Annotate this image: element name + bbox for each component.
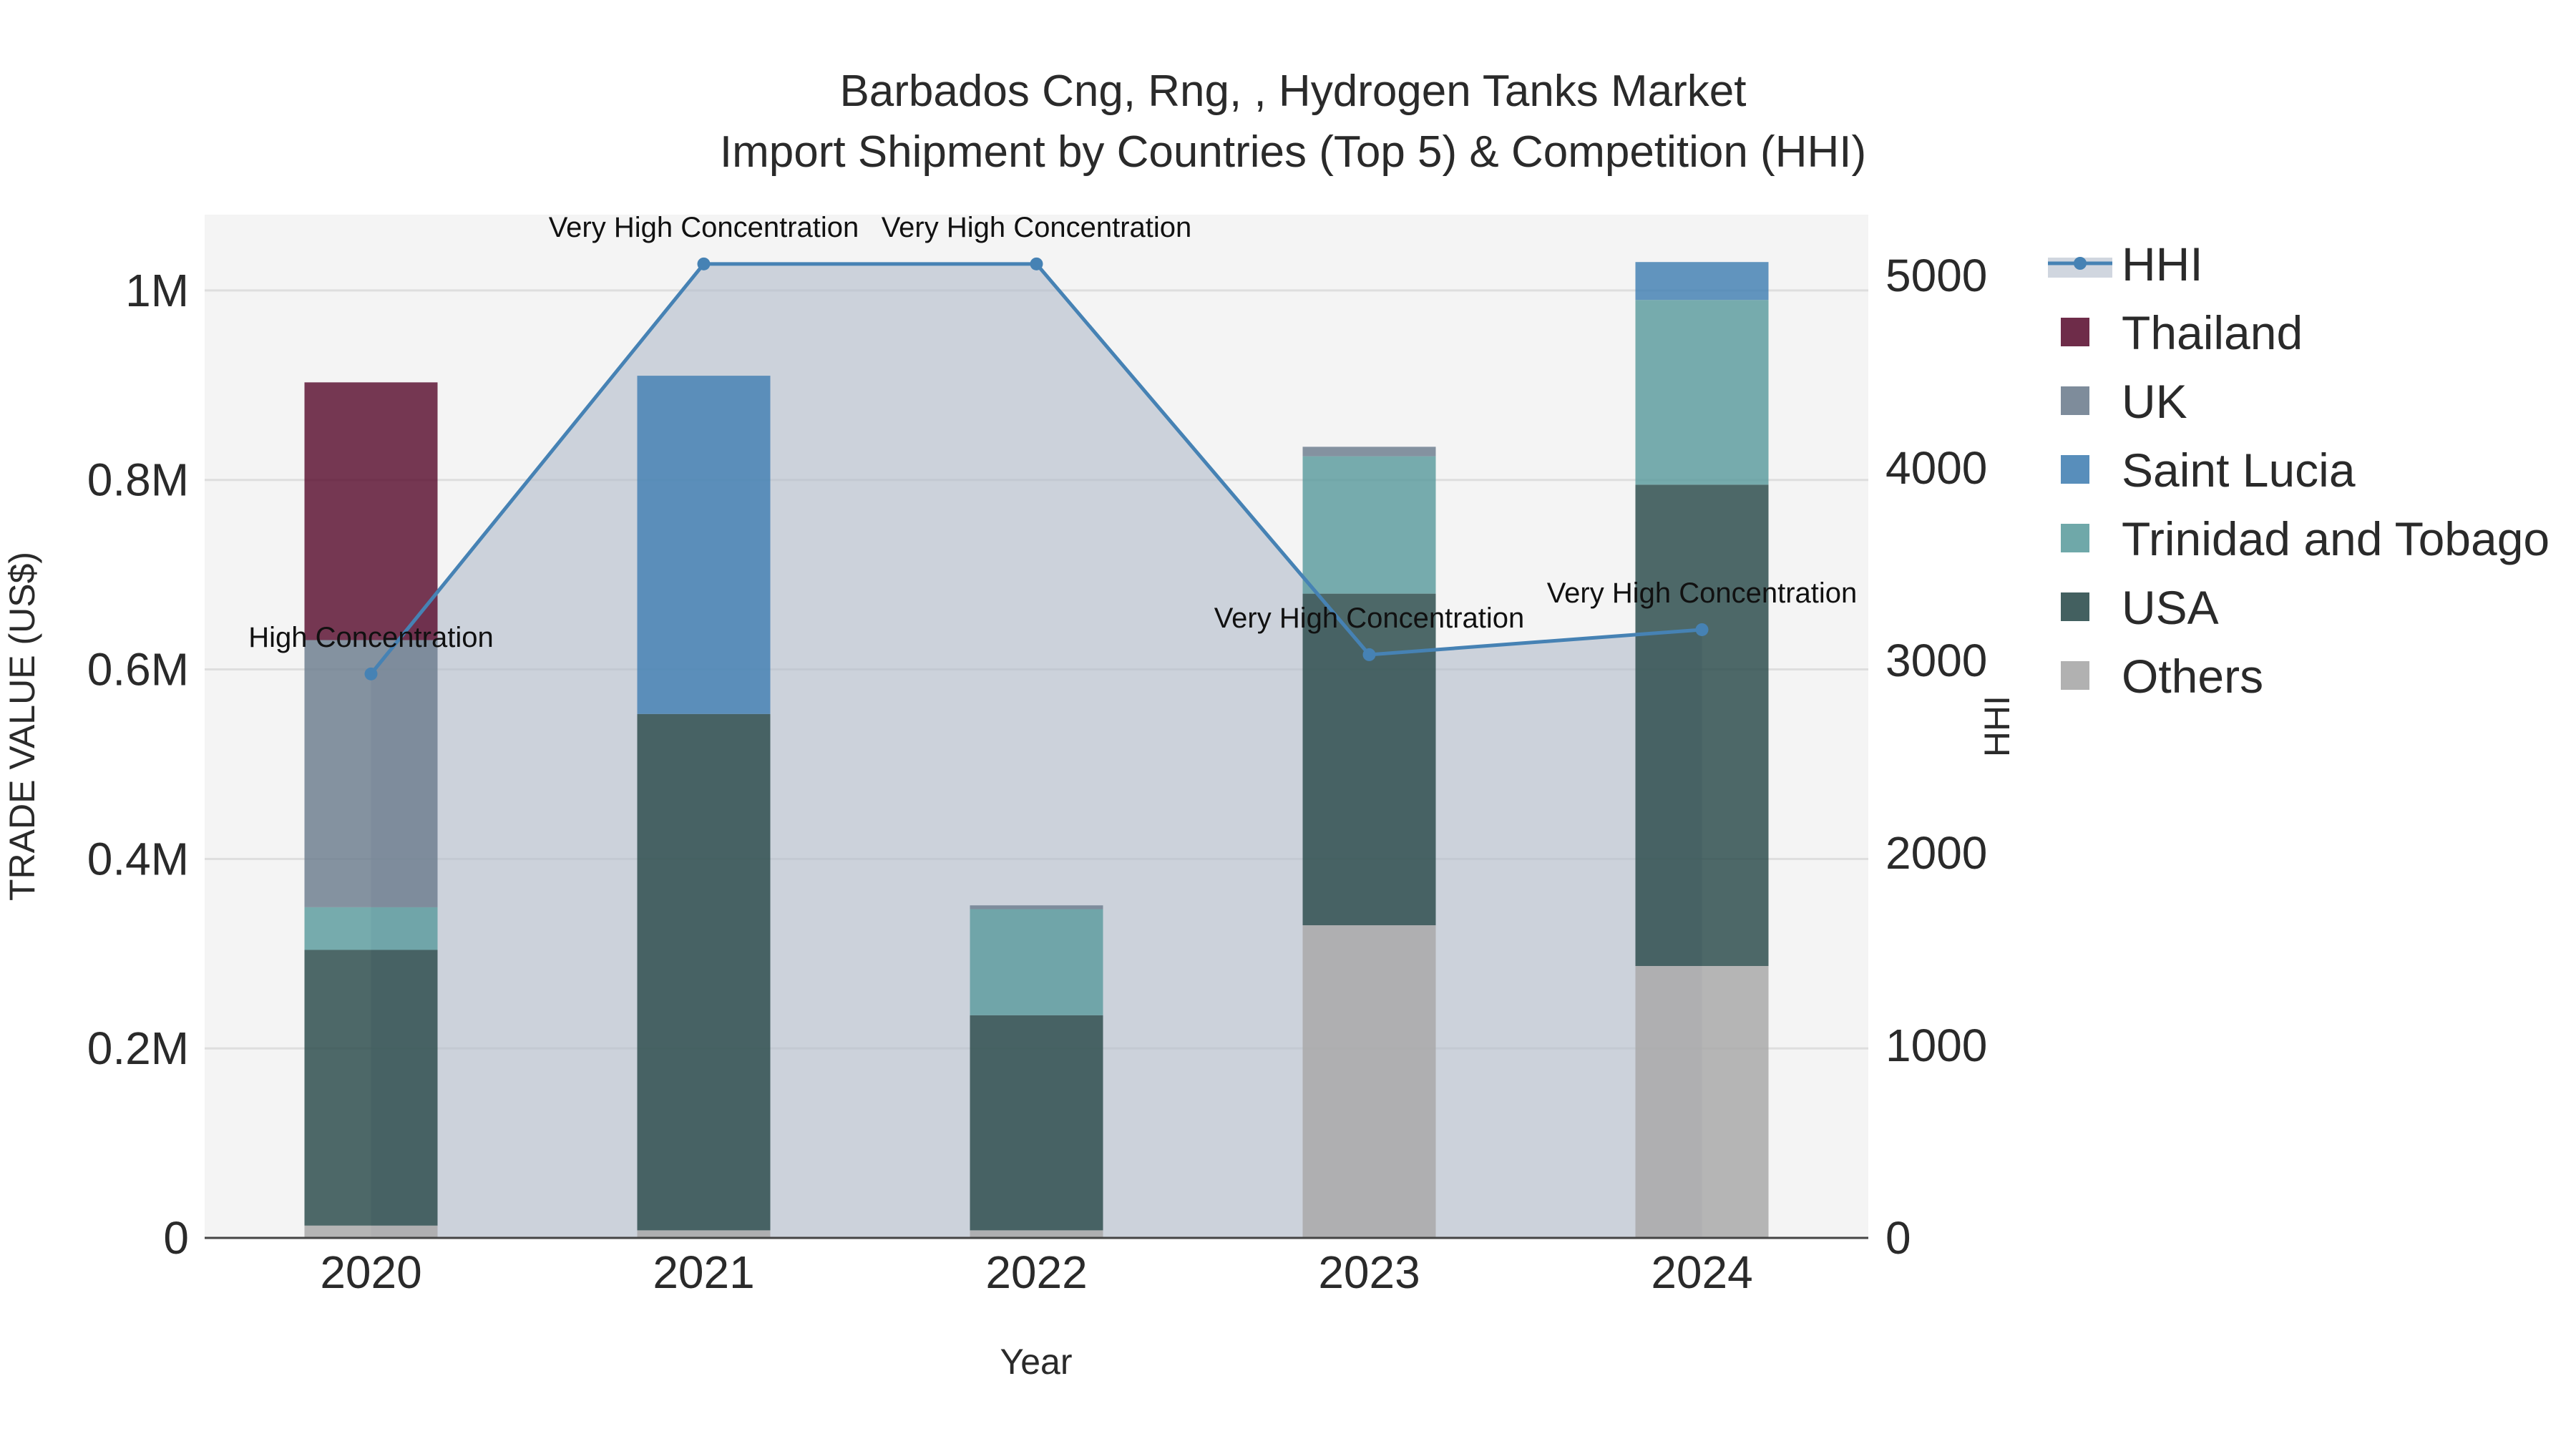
y2-tick-label: 1000: [1885, 1020, 1987, 1071]
legend-swatch: [2061, 524, 2089, 552]
hhi-marker: [1362, 648, 1376, 661]
hhi-marker: [1030, 257, 1043, 270]
x-axis-ticks: 2020 2021 2022 2023 2024: [320, 1246, 1752, 1298]
bar-segment: [1302, 456, 1436, 594]
y-tick-label: 0: [163, 1212, 189, 1264]
chart-subtitle: Import Shipment by Countries (Top 5) & C…: [720, 127, 1866, 177]
bar-segment: [970, 1230, 1103, 1238]
bar-segment: [1635, 484, 1769, 966]
legend-swatch: [2061, 386, 2089, 415]
bar-segment: [1635, 262, 1769, 301]
y-tick-label: 0.6M: [87, 644, 189, 696]
chart-title: Barbados Cng, Rng, , Hydrogen Tanks Mark…: [839, 67, 1746, 116]
legend-label: Thailand: [2122, 306, 2303, 359]
y-tick-label: 0.8M: [87, 454, 189, 506]
legend: HHI Thailand UK Saint Lucia Trinidad and Tob…: [2048, 238, 2550, 703]
bar-segment: [970, 909, 1103, 1015]
x-axis-title: Year: [1000, 1342, 1072, 1382]
bar-segment: [970, 905, 1103, 909]
bar-segment: [637, 1230, 771, 1238]
bar-segment: [637, 713, 771, 1231]
x-tick-label: 2020: [320, 1246, 421, 1298]
bar-segment: [1635, 300, 1769, 485]
hhi-annotation: High Concentration: [248, 622, 493, 653]
legend-label: Others: [2122, 650, 2263, 703]
hhi-line-layer: [364, 257, 1709, 680]
y2-tick-label: 2000: [1885, 827, 1987, 879]
legend-swatch: [2061, 592, 2089, 621]
hhi-annotation: Very High Concentration: [882, 212, 1192, 243]
x-tick-label: 2021: [653, 1246, 754, 1298]
bar-segment: [1302, 447, 1436, 457]
y-axis-ticks: 0 0.2M 0.4M 0.6M 0.8M 1M: [87, 265, 189, 1264]
legend-swatch: [2061, 318, 2089, 346]
hhi-annotation: Very High Concentration: [1547, 577, 1858, 609]
y2-axis-ticks: 0 1000 2000 3000 4000 5000: [1885, 250, 1987, 1264]
hhi-marker: [1695, 623, 1709, 636]
y2-axis-title: HHI: [1977, 696, 2017, 757]
hhi-annotation: Very High Concentration: [1214, 602, 1525, 634]
legend-swatch: [2061, 661, 2089, 690]
bar-segment: [1302, 593, 1436, 926]
bar-segment: [304, 950, 438, 1226]
legend-label: UK: [2122, 375, 2187, 428]
legend-label: Trinidad and Tobago: [2122, 512, 2550, 565]
y2-tick-label: 5000: [1885, 250, 1987, 301]
hhi-annotations: High Concentration Very High Concentratio…: [248, 212, 1857, 653]
x-tick-label: 2024: [1651, 1246, 1752, 1298]
legend-label: USA: [2122, 581, 2219, 634]
bar-segment: [304, 382, 438, 640]
x-tick-label: 2022: [985, 1246, 1087, 1298]
x-tick-label: 2023: [1318, 1246, 1420, 1298]
legend-label: Saint Lucia: [2122, 444, 2356, 497]
y-axis-title: TRADE VALUE (US$): [2, 552, 42, 901]
bar-segment: [304, 1225, 438, 1238]
y2-tick-label: 3000: [1885, 635, 1987, 686]
bars-layer: [304, 262, 1769, 1238]
hhi-annotation: Very High Concentration: [549, 212, 859, 243]
bar-segment: [1635, 965, 1769, 1238]
bar-segment: [970, 1015, 1103, 1231]
legend-swatch-hhi-marker: [2074, 257, 2087, 270]
legend-swatch: [2061, 455, 2089, 484]
y-tick-label: 0.2M: [87, 1023, 189, 1074]
y-tick-label: 0.4M: [87, 833, 189, 884]
bar-segment: [1302, 925, 1436, 1238]
y2-tick-label: 4000: [1885, 442, 1987, 494]
y-tick-label: 1M: [125, 265, 189, 316]
y2-tick-label: 0: [1885, 1212, 1911, 1264]
hhi-marker: [697, 257, 711, 270]
bar-segment: [637, 376, 771, 714]
bar-segment: [304, 640, 438, 907]
legend-label: HHI: [2122, 238, 2203, 291]
bar-segment: [304, 907, 438, 950]
hhi-marker: [364, 667, 378, 680]
